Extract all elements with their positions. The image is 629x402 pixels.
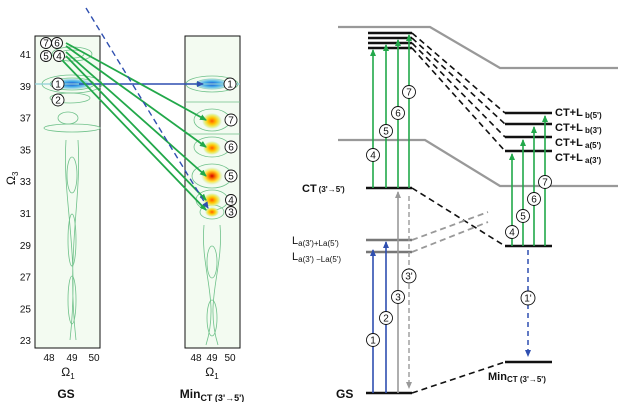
level-ct-lb3: CT+L b(3') xyxy=(555,122,602,135)
svg-text:7: 7 xyxy=(542,178,548,189)
svg-text:49: 49 xyxy=(66,353,78,364)
svg-text:4: 4 xyxy=(509,228,515,239)
svg-text:4: 4 xyxy=(56,52,62,63)
level-ct-la5: CT+L a(5') xyxy=(555,137,602,150)
gs-x-ticks: 48 49 50 xyxy=(43,353,100,364)
min-peak-7 xyxy=(202,113,222,129)
gs-transitions: 1 2 3 3' xyxy=(366,191,417,393)
min-x-ticks: 48 49 50 xyxy=(190,353,236,364)
label-la-minus: La(3') −La(5') xyxy=(292,251,341,264)
arrow-peak-7 xyxy=(65,42,207,121)
svg-text:48: 48 xyxy=(43,353,55,364)
energy-surface-outline xyxy=(338,25,618,188)
y-tick-label: 39 xyxy=(20,82,32,93)
svg-text:1: 1 xyxy=(55,80,61,91)
y-tick-label: 25 xyxy=(20,304,32,315)
y-tick-label: 41 xyxy=(20,50,32,61)
svg-text:4: 4 xyxy=(228,196,234,207)
svg-text:3: 3 xyxy=(228,208,234,219)
min-peak-labels: 1 7 6 5 4 3 xyxy=(223,77,238,219)
level-ct-la3: CT+L a(3') xyxy=(555,152,602,165)
y-tick-label: 31 xyxy=(20,209,32,220)
arrow-peak-3 xyxy=(61,59,207,211)
label-gs: GS xyxy=(336,387,353,401)
y-axis-label: Ω3 xyxy=(4,171,20,185)
gs-peak-labels: 7 6 5 4 1 2 xyxy=(40,37,65,107)
arrow-peak-6 xyxy=(65,45,207,148)
min-map-title: MinCT (3'→5') xyxy=(180,387,244,402)
label-ct: CT (3'→5') xyxy=(302,183,345,195)
svg-text:6: 6 xyxy=(228,143,234,154)
svg-text:49: 49 xyxy=(206,353,218,364)
gs-to-min-dash xyxy=(411,361,506,394)
min-peak-6 xyxy=(203,141,221,155)
right-level-stack xyxy=(505,111,552,153)
svg-text:4: 4 xyxy=(370,151,376,162)
svg-text:1': 1' xyxy=(524,294,532,305)
ct-to-min-dash xyxy=(411,187,506,247)
min-transitions: 4 5 6 7 xyxy=(505,115,552,246)
svg-text:2: 2 xyxy=(383,314,389,325)
min-peak-5 xyxy=(201,167,223,185)
min-2d-spectrum: 1 7 6 5 4 3 48 49 50 Ω1 MinCT (3'→5') xyxy=(180,35,244,402)
svg-text:1: 1 xyxy=(370,336,376,347)
label-min-ct: MinCT (3'→5') xyxy=(488,371,546,384)
top-to-right-dashes xyxy=(411,32,506,152)
decay-arrow: 1' xyxy=(520,250,536,357)
ct-transitions: 4 5 6 7 xyxy=(366,34,416,188)
arrow-peak-4 xyxy=(65,55,207,201)
svg-text:2: 2 xyxy=(55,96,61,107)
y-tick-label: 35 xyxy=(20,145,32,156)
level-ct-lb5: CT+L b(5') xyxy=(555,107,602,120)
svg-text:6: 6 xyxy=(531,195,537,206)
y-tick-label: 27 xyxy=(20,273,32,284)
gs-map-title: GS xyxy=(57,387,74,401)
svg-text:7: 7 xyxy=(406,88,412,99)
min-x-axis-label: Ω1 xyxy=(205,365,219,381)
arrow-peak-5 xyxy=(65,51,207,177)
svg-text:3': 3' xyxy=(405,272,413,283)
svg-text:5: 5 xyxy=(383,127,389,138)
y-tick-label: 29 xyxy=(20,241,32,252)
label-la-plus: La(3')+La(5') xyxy=(292,235,339,248)
y-axis: Ω3 41 39 37 35 33 31 29 27 25 23 xyxy=(4,50,31,347)
right-level-labels: CT+L b(5') CT+L b(3') CT+L a(5') CT+L a(… xyxy=(555,107,602,165)
y-tick-label: 23 xyxy=(20,336,32,347)
svg-text:5: 5 xyxy=(520,212,526,223)
svg-text:5: 5 xyxy=(43,52,49,63)
svg-text:5: 5 xyxy=(228,172,234,183)
svg-text:50: 50 xyxy=(224,353,236,364)
gs-x-axis-label: Ω1 xyxy=(61,365,75,381)
svg-text:6: 6 xyxy=(395,109,401,120)
y-tick-label: 33 xyxy=(20,177,32,188)
svg-text:50: 50 xyxy=(88,353,100,364)
y-tick-label: 37 xyxy=(20,114,32,125)
svg-text:7: 7 xyxy=(228,116,234,127)
min-peak-3 xyxy=(205,207,219,217)
dashed-diagonal-arrow xyxy=(85,7,209,209)
svg-text:48: 48 xyxy=(190,353,202,364)
map-correlation-arrows xyxy=(61,7,209,211)
svg-text:6: 6 xyxy=(54,39,60,50)
top-level-stack xyxy=(368,31,412,50)
svg-text:1: 1 xyxy=(227,80,233,91)
svg-text:3: 3 xyxy=(395,293,401,304)
svg-text:7: 7 xyxy=(43,39,49,50)
y-tick-labels: 41 39 37 35 33 31 29 27 25 23 xyxy=(20,50,32,347)
